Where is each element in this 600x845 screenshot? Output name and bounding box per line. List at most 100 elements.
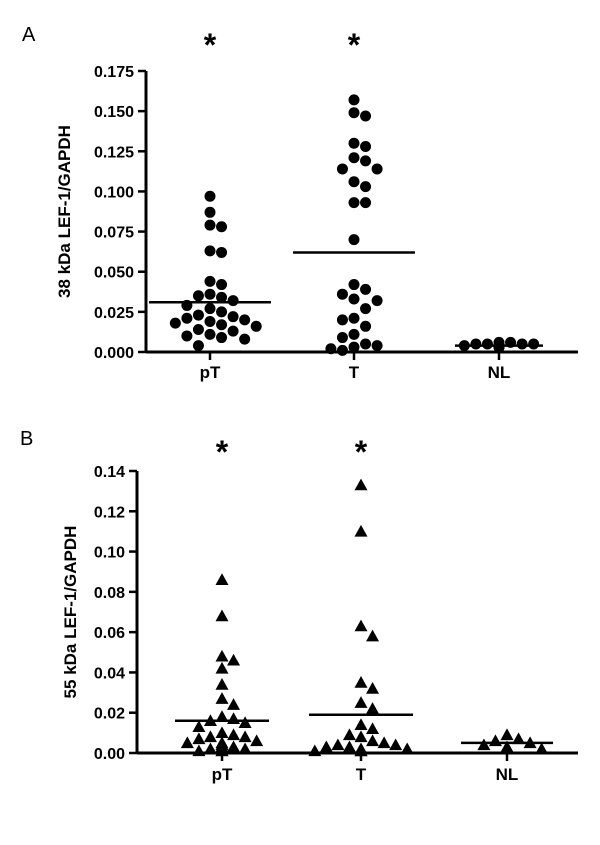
data-point	[354, 524, 368, 537]
data-point	[342, 728, 356, 741]
data-point	[477, 738, 491, 751]
data-point	[238, 716, 252, 728]
y-tick-label: 0.000	[94, 345, 134, 362]
data-point	[354, 696, 368, 708]
data-point	[366, 629, 380, 642]
data-point	[216, 221, 228, 233]
y-tick-label: 0.175	[94, 64, 134, 81]
data-point	[528, 338, 540, 350]
data-point	[348, 137, 360, 149]
data-point	[348, 293, 360, 305]
data-point	[470, 338, 482, 350]
data-point	[360, 155, 372, 167]
data-point	[192, 324, 204, 336]
data-point	[227, 653, 241, 666]
data-point	[336, 163, 348, 175]
data-point	[204, 219, 216, 231]
y-axis-label: 38 kDa LEF-1/GAPDH	[55, 125, 74, 298]
data-point	[227, 698, 241, 710]
data-point	[239, 314, 251, 326]
data-point	[360, 140, 372, 152]
data-point	[227, 325, 239, 337]
data-point	[535, 742, 549, 755]
data-point	[216, 306, 228, 318]
data-point	[512, 732, 526, 745]
y-tick-label: 0.00	[94, 746, 125, 763]
data-point	[238, 730, 252, 743]
data-point	[354, 730, 368, 743]
data-point	[204, 245, 216, 257]
data-point	[493, 341, 505, 353]
data-point	[366, 682, 380, 694]
data-point	[192, 309, 204, 321]
data-point	[215, 692, 229, 704]
x-tick-label: pT	[212, 765, 233, 784]
data-point	[181, 312, 193, 324]
data-point	[325, 343, 337, 355]
significance-marker: *	[355, 434, 368, 470]
data-point	[204, 328, 216, 340]
y-tick-label: 0.150	[94, 104, 134, 121]
data-point	[192, 340, 204, 352]
x-tick-label: T	[349, 363, 360, 382]
y-tick-label: 0.050	[94, 265, 134, 282]
data-point	[203, 742, 217, 755]
data-point	[215, 710, 229, 722]
data-point	[215, 649, 229, 662]
data-point	[348, 234, 360, 246]
data-point	[192, 290, 204, 302]
significance-marker: *	[348, 27, 361, 63]
data-point	[308, 744, 322, 757]
data-point	[336, 344, 348, 356]
data-point	[204, 303, 216, 315]
y-tick-label: 0.075	[94, 225, 134, 242]
data-point	[250, 320, 262, 332]
panel-b: B 0.00 0.02 0.04 0.06 0.08 0.10 0.12 0.14 55 kDa …	[20, 428, 578, 784]
panel-label: A	[22, 24, 36, 46]
data-point	[371, 340, 383, 352]
data-point	[216, 291, 228, 303]
data-point	[227, 295, 239, 307]
data-point	[250, 734, 264, 747]
data-point	[360, 283, 372, 295]
data-point	[400, 742, 414, 755]
data-point	[216, 319, 228, 331]
data-point	[481, 338, 493, 350]
data-point	[238, 742, 252, 755]
data-point	[204, 288, 216, 300]
data-point	[342, 740, 356, 753]
data-point	[360, 197, 372, 209]
significance-marker: *	[216, 434, 229, 470]
significance-marker: *	[204, 27, 217, 63]
data-point	[354, 676, 368, 688]
data-point	[180, 736, 194, 749]
data-point	[215, 744, 229, 757]
data-point	[354, 718, 368, 730]
data-point	[227, 311, 239, 323]
data-point	[216, 279, 228, 291]
data-point	[336, 332, 348, 344]
data-point	[239, 333, 251, 345]
y-tick-label: 0.125	[94, 144, 134, 161]
data-point	[348, 176, 360, 188]
x-tick-label: NL	[496, 765, 519, 784]
data-point	[488, 734, 502, 747]
data-point	[215, 661, 229, 674]
data-point	[215, 726, 229, 739]
data-point	[215, 573, 229, 585]
data-point	[204, 206, 216, 218]
x-tick-label: pT	[200, 363, 221, 382]
data-point	[227, 740, 241, 753]
data-point	[354, 478, 368, 491]
data-point	[500, 728, 514, 741]
data-point	[500, 740, 514, 753]
data-point	[360, 110, 372, 122]
data-point	[216, 332, 228, 344]
data-point	[348, 328, 360, 340]
data-point	[192, 744, 206, 757]
data-point	[360, 338, 372, 350]
panel-a: A 0.000 0.025 0.050 0.075 0.100 0.125 0.150 0.17…	[22, 24, 578, 382]
x-tick-label: NL	[488, 363, 511, 382]
